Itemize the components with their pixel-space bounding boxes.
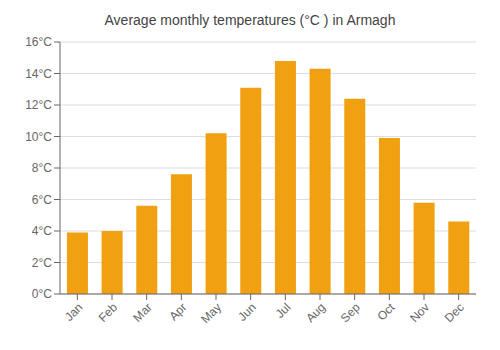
svg-text:16°C: 16°C [25,35,52,49]
svg-text:2°C: 2°C [32,256,52,270]
svg-text:6°C: 6°C [32,193,52,207]
svg-text:Apr: Apr [166,300,189,323]
svg-text:10°C: 10°C [25,130,52,144]
html-text:Average monthly temperatures (: Average monthly temperatures (°C ) in Ar… [104,12,396,28]
svg-text:Dec: Dec [442,300,467,325]
svg-text:Jul: Jul [273,300,294,321]
svg-text:4°C: 4°C [32,224,52,238]
svg-text:Jun: Jun [235,300,259,324]
svg-text:Mar: Mar [130,300,155,325]
svg-text:Feb: Feb [96,300,121,325]
svg-text:14°C: 14°C [25,67,52,81]
svg-text:May: May [198,300,224,326]
svg-text:Sep: Sep [338,300,363,325]
svg-text:8°C: 8°C [32,161,52,175]
svg-text:12°C: 12°C [25,98,52,112]
svg-text:Nov: Nov [407,300,432,325]
svg-text:Aug: Aug [303,300,328,325]
svg-text:0°C: 0°C [32,287,52,301]
svg-text:Oct: Oct [374,300,398,324]
svg-text:Jan: Jan [62,300,86,324]
